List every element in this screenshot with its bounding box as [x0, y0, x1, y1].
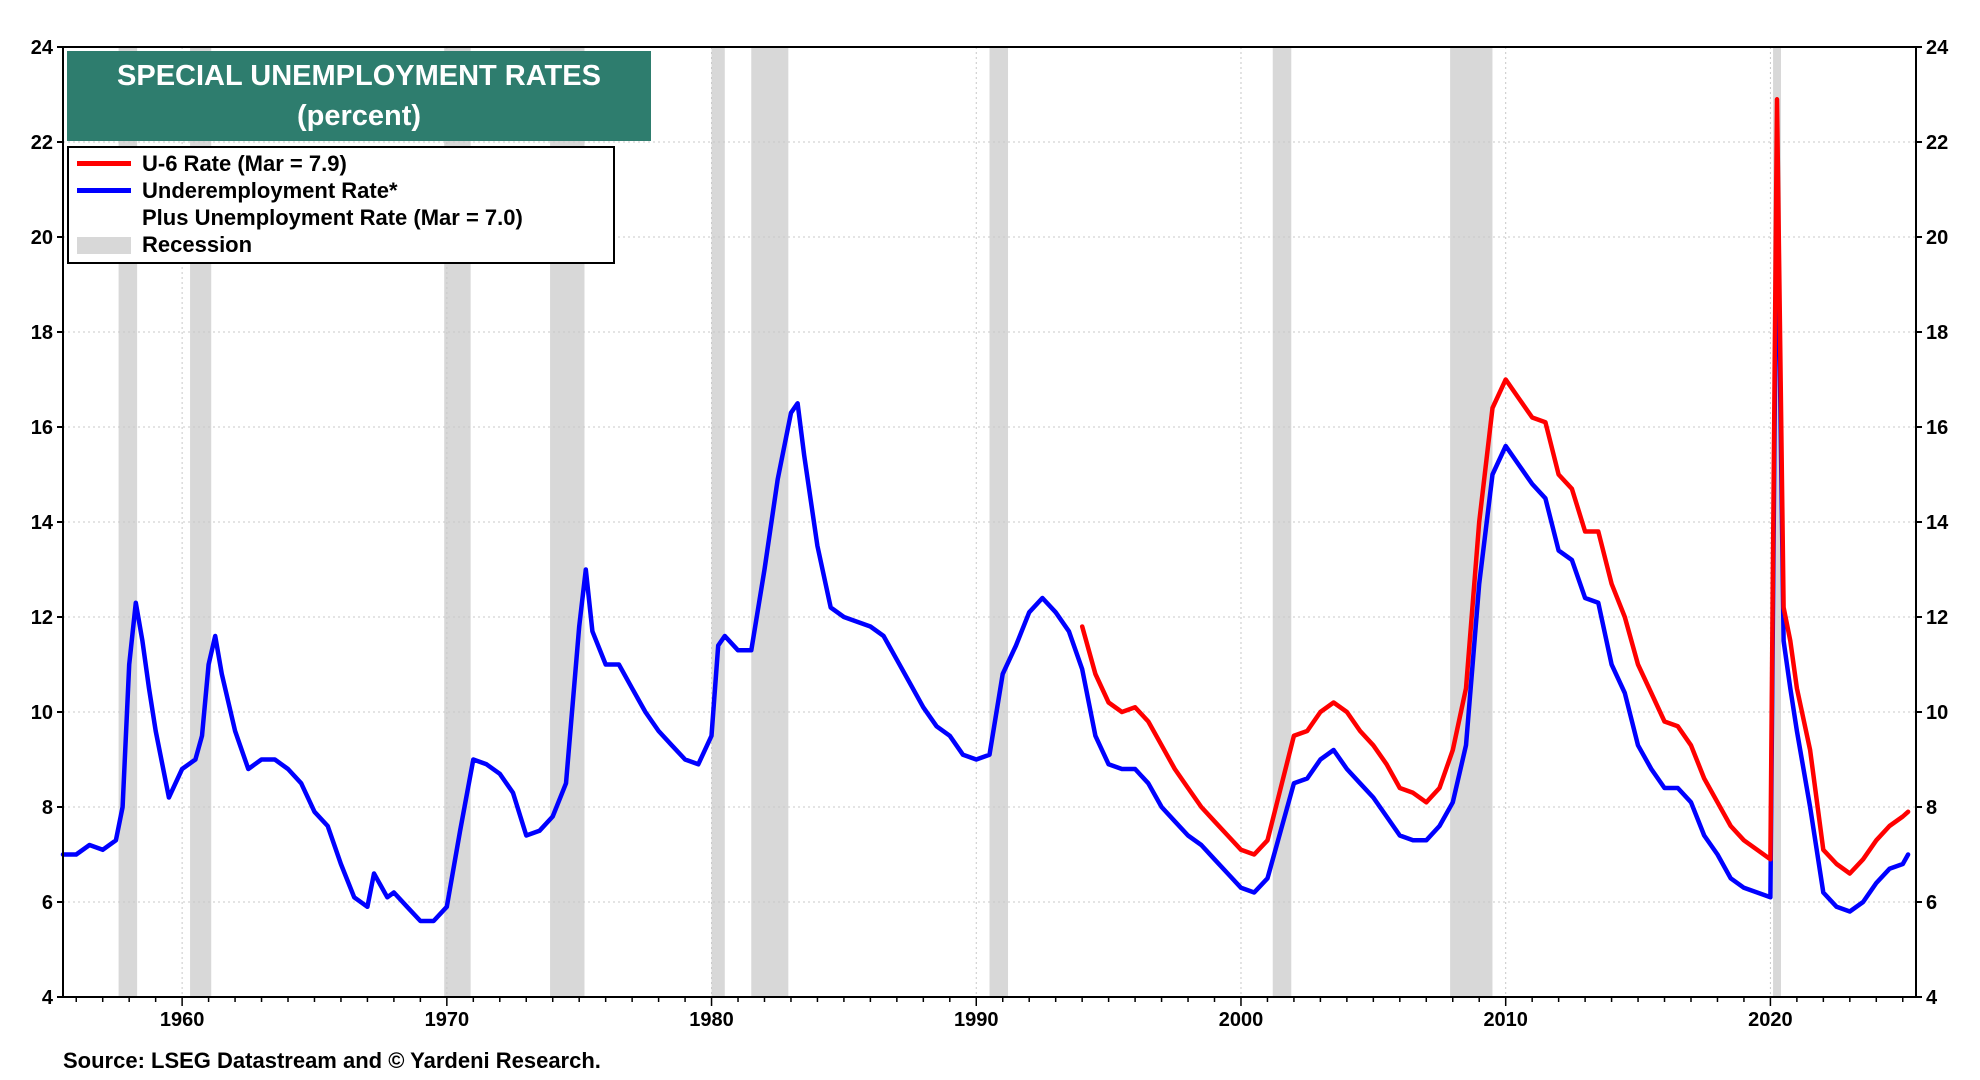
- y-tick-label-right: 6: [1926, 892, 1937, 914]
- legend-label-underemployment: Underemployment Rate*: [142, 178, 398, 203]
- y-tick-label-left: 8: [42, 797, 53, 819]
- x-tick-label: 1960: [160, 1009, 205, 1031]
- y-tick-label-left: 16: [31, 417, 53, 439]
- y-tick-label-left: 6: [42, 892, 53, 914]
- y-tick-label-right: 12: [1926, 607, 1948, 629]
- legend-label-u6: U-6 Rate (Mar = 7.9): [142, 151, 347, 176]
- y-tick-label-left: 18: [31, 322, 53, 344]
- y-tick-label-right: 22: [1926, 132, 1948, 154]
- y-tick-label-left: 4: [42, 987, 54, 1009]
- legend-swatch-underemployment: [77, 188, 131, 193]
- chart-subtitle: (percent): [296, 100, 422, 132]
- y-tick-label-right: 4: [1926, 987, 1938, 1009]
- y-tick-label-left: 12: [31, 607, 53, 629]
- legend-swatch-u6: [77, 161, 131, 166]
- x-tick-label: 1970: [425, 1009, 470, 1031]
- y-tick-label-right: 14: [1926, 512, 1949, 534]
- series-line-underemployment: [60, 154, 1911, 924]
- x-tick-label: 1990: [954, 1009, 999, 1031]
- y-tick-label-right: 16: [1926, 417, 1948, 439]
- y-tick-label-left: 24: [31, 37, 54, 59]
- x-tick-label: 1980: [689, 1009, 734, 1031]
- x-tick-label: 2020: [1748, 1009, 1793, 1031]
- series-lines: [60, 97, 1911, 924]
- recession-band: [1773, 47, 1781, 997]
- x-tick-label: 2010: [1483, 1009, 1528, 1031]
- y-tick-label-right: 8: [1926, 797, 1937, 819]
- y-tick-label-right: 24: [1926, 37, 1949, 59]
- y-tick-label-left: 20: [31, 227, 53, 249]
- y-tick-label-right: 10: [1926, 702, 1948, 724]
- y-tick-label-left: 22: [31, 132, 53, 154]
- source-note: Source: LSEG Datastream and © Yardeni Re…: [63, 1048, 601, 1073]
- series-line-u6: [1079, 97, 1911, 876]
- y-tick-label-right: 20: [1926, 227, 1948, 249]
- legend-label-plus-unemployment: Plus Unemployment Rate (Mar = 7.0): [142, 205, 523, 230]
- legend-swatch-recession: [77, 237, 131, 254]
- chart-title-box: SPECIAL UNEMPLOYMENT RATES (percent): [67, 51, 651, 141]
- y-tick-label-left: 10: [31, 702, 53, 724]
- legend-label-recession: Recession: [142, 232, 253, 257]
- y-tick-label-left: 14: [31, 512, 54, 534]
- y-tick-label-right: 18: [1926, 322, 1948, 344]
- legend: U-6 Rate (Mar = 7.9) Underemployment Rat…: [67, 146, 615, 264]
- chart-title: SPECIAL UNEMPLOYMENT RATES: [117, 60, 601, 92]
- x-tick-label: 2000: [1219, 1009, 1264, 1031]
